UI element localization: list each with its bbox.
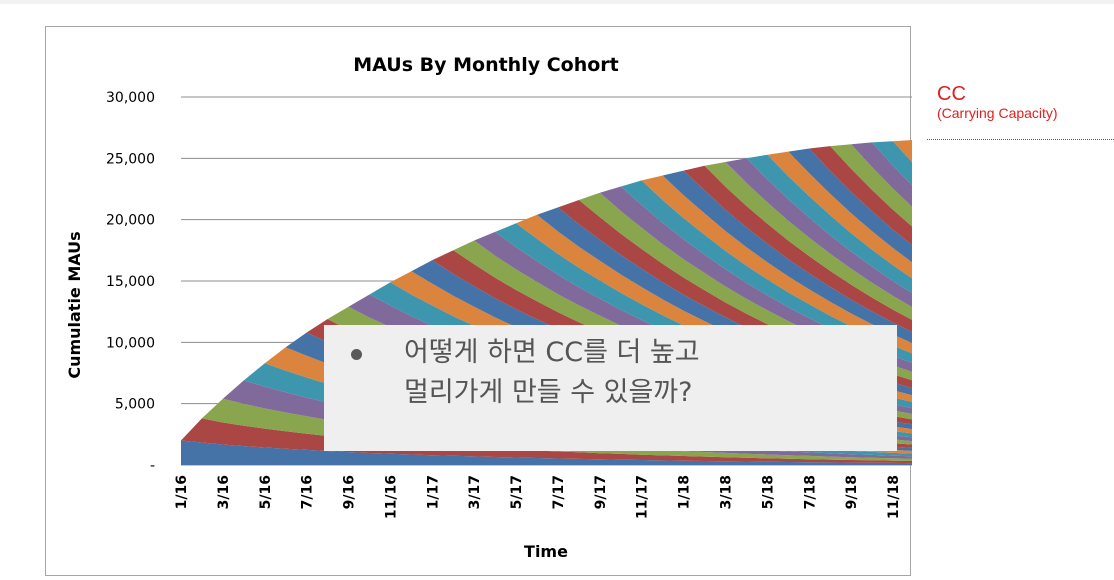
mau-cohort-chart: MAUs By Monthly Cohort - 5,000 10,000 15,00… — [65, 54, 912, 561]
cohort-band — [704, 162, 912, 320]
cohort-band — [725, 158, 912, 308]
x-tick-label: 5/16 — [258, 475, 274, 509]
y-axis-ticks: - 5,000 10,000 15,000 20,000 25,000 30,000 — [106, 90, 155, 474]
x-tick-label: 7/17 — [551, 475, 567, 509]
x-tick-label: 1/18 — [677, 475, 693, 509]
cohort-band — [851, 142, 912, 207]
callout-text: 어떻게 하면 CC를 더 높고 멀리가게 만들 수 있을까? — [404, 337, 700, 408]
cohort-band — [683, 165, 912, 332]
y-tick-label: 5,000 — [115, 397, 155, 413]
x-tick-label: 3/16 — [216, 475, 232, 509]
x-tick-label: 5/18 — [760, 475, 776, 509]
x-tick-label: 11/16 — [383, 475, 399, 519]
x-tick-label: 7/16 — [300, 475, 316, 509]
cohort-band — [537, 207, 912, 396]
question-callout: 어떻게 하면 CC를 더 높고 멀리가게 만들 수 있을까? — [324, 325, 897, 451]
x-tick-label: 11/18 — [886, 475, 902, 519]
carrying-capacity-line — [927, 139, 1114, 140]
y-tick-label: 25,000 — [106, 151, 155, 167]
cohort-band — [495, 223, 912, 409]
y-axis-title: Cumulatie MAUs — [65, 231, 84, 378]
cc-title: CC — [937, 83, 966, 105]
x-tick-label: 9/18 — [844, 475, 860, 509]
cohort-band — [641, 175, 912, 354]
x-tick-label: 1/17 — [425, 475, 441, 509]
y-tick-label: 20,000 — [106, 213, 155, 229]
x-tick-label: 9/16 — [342, 475, 358, 509]
cohort-band — [767, 151, 912, 279]
cohort-band — [893, 140, 912, 163]
cohort-band — [788, 148, 912, 263]
slide: MAUs By Monthly Cohort - 5,000 10,000 15,00… — [0, 4, 1114, 580]
x-axis-title: Time — [524, 542, 568, 561]
y-tick-label: 10,000 — [106, 335, 155, 351]
chart-frame: MAUs By Monthly Cohort - 5,000 10,000 15,00… — [45, 26, 912, 576]
x-tick-label: 11/17 — [635, 475, 651, 519]
x-tick-label: 7/18 — [802, 475, 818, 509]
chart-title: MAUs By Monthly Cohort — [353, 54, 619, 76]
cohort-band — [516, 214, 912, 402]
carrying-capacity-label: CC (Carrying Capacity) — [937, 84, 1058, 120]
cohort-band — [746, 154, 912, 294]
cohort-band — [474, 231, 912, 414]
cohort-band — [453, 240, 912, 420]
cohort-band — [872, 141, 912, 186]
x-tick-label: 9/17 — [593, 475, 609, 509]
cohort-band — [830, 144, 912, 227]
cohort-band — [809, 146, 912, 246]
x-tick-label: 5/17 — [509, 475, 525, 509]
x-axis-ticks: 1/16 3/16 5/16 7/16 9/16 11/16 1/17 3/17 5/17 7/1… — [174, 475, 902, 519]
cohort-band — [181, 440, 912, 465]
y-tick-label: - — [150, 458, 155, 474]
cohort-band — [620, 180, 912, 363]
y-tick-label: 30,000 — [106, 90, 155, 106]
y-tick-label: 15,000 — [106, 274, 155, 290]
x-tick-label: 3/18 — [719, 475, 735, 509]
bullet-icon — [351, 349, 362, 360]
cohort-band — [181, 418, 912, 464]
x-tick-label: 1/16 — [174, 475, 190, 509]
cohort-band — [662, 170, 912, 344]
x-tick-label: 3/17 — [467, 475, 483, 509]
cc-subtitle: (Carrying Capacity) — [937, 105, 1058, 121]
